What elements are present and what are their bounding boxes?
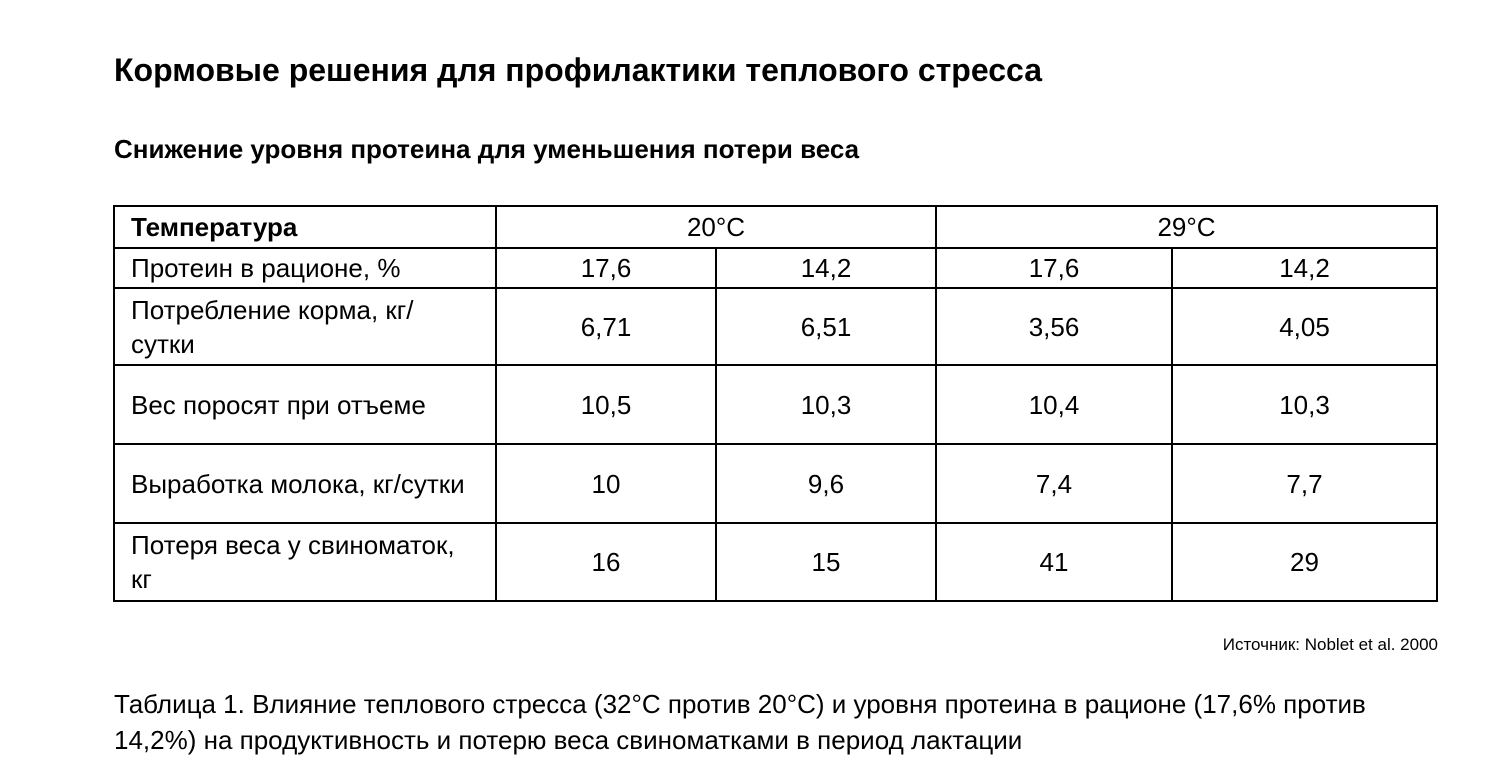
header-cell: 20°C xyxy=(495,205,937,249)
header-row: Температура 20°C 29°C xyxy=(113,205,1438,249)
row-label: Потеря веса у свиноматок, кг xyxy=(113,522,497,602)
table-cell: 41 xyxy=(935,522,1173,602)
table-cell: 10,3 xyxy=(715,364,937,445)
table-cell: 10,4 xyxy=(935,364,1173,445)
table-cell: 6,51 xyxy=(715,287,937,366)
table-cell: 3,56 xyxy=(935,287,1173,366)
table-cell: 4,05 xyxy=(1171,287,1438,366)
table-cell: 7,4 xyxy=(935,443,1173,524)
table-row: Протеин в рационе, % 17,6 14,2 17,6 14,2 xyxy=(113,247,1438,289)
data-table: Температура 20°C 29°C Протеин в рационе,… xyxy=(113,205,1438,602)
caption: Таблица 1. Влияние теплового стресса (32… xyxy=(114,689,1366,755)
table-cell: 6,71 xyxy=(495,287,717,366)
table-cell: 7,7 xyxy=(1171,443,1438,524)
table-row: Потребление корма, кг/сутки 6,71 6,51 3,56 4… xyxy=(113,287,1438,366)
title: Кормовые решения для профилактики теплов… xyxy=(114,52,1042,88)
source: Источник: Noblet et al. 2000 xyxy=(1222,635,1438,654)
table-cell: 10,5 xyxy=(495,364,717,445)
table-cell: 17,6 xyxy=(495,247,717,289)
table-body: Температура 20°C 29°C Протеин в рационе,… xyxy=(113,205,1438,602)
row-label: Потребление корма, кг/сутки xyxy=(113,287,497,366)
table-cell: 15 xyxy=(715,522,937,602)
table-cell: 10,3 xyxy=(1171,364,1438,445)
header-cell: 29°C xyxy=(935,205,1438,249)
table-cell: 9,6 xyxy=(715,443,937,524)
table-cell: 29 xyxy=(1171,522,1438,602)
row-label: Протеин в рационе, % xyxy=(113,247,497,289)
table-cell: 17,6 xyxy=(935,247,1173,289)
table-cell: 16 xyxy=(495,522,717,602)
header-cell: Температура xyxy=(113,205,497,249)
row-label: Выработка молока, кг/сутки xyxy=(113,443,497,524)
table-row: Потеря веса у свиноматок, кг 16 15 41 29 xyxy=(113,522,1438,602)
subtitle: Снижение уровня протеина для уменьшения … xyxy=(114,134,860,164)
table-cell: 14,2 xyxy=(1171,247,1438,289)
table-row: Выработка молока, кг/сутки 10 9,6 7,4 7,7 xyxy=(113,443,1438,524)
row-label: Вес поросят при отъеме xyxy=(113,364,497,445)
table-cell: 14,2 xyxy=(715,247,937,289)
table-cell: 10 xyxy=(495,443,717,524)
table-row: Вес поросят при отъеме 10,5 10,3 10,4 10,3 xyxy=(113,364,1438,445)
